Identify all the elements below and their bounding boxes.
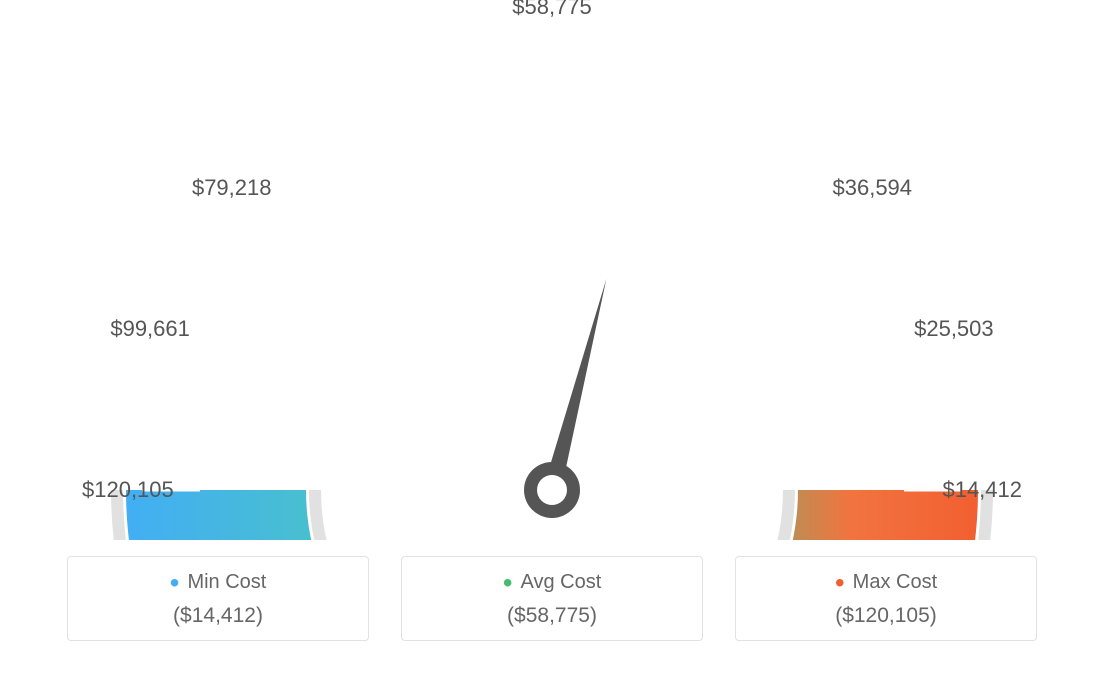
- legend-value: ($120,105): [736, 604, 1036, 628]
- gauge-chart: $14,412 $25,503 $36,594 $58,775 $79,218 $99,6…: [0, 0, 1104, 540]
- gauge-tick: [288, 176, 312, 205]
- gauge-needle: [543, 279, 606, 492]
- legend-value: ($14,412): [68, 604, 368, 628]
- gauge-tick: [347, 135, 376, 185]
- legend-box: •Max Cost($120,105): [735, 556, 1037, 641]
- gauge-tick: [148, 419, 185, 426]
- legend-box: •Min Cost($14,412): [67, 556, 369, 641]
- legend-box: •Avg Cost($58,775): [401, 556, 703, 641]
- gauge-tick: [883, 350, 938, 370]
- legend-dot-icon: •: [503, 567, 513, 598]
- legend-title: •Min Cost: [68, 571, 368, 594]
- gauge-tick: [238, 226, 282, 263]
- legend-row: •Min Cost($14,412)•Avg Cost($58,775)•Max…: [0, 540, 1104, 641]
- gauge-scale-label: $14,412: [942, 477, 1022, 503]
- gauge-tick: [167, 350, 222, 370]
- gauge-tick: [918, 419, 955, 426]
- legend-title-text: Min Cost: [187, 571, 266, 593]
- gauge-tick: [412, 105, 425, 141]
- gauge-tick: [791, 176, 815, 205]
- legend-dot-icon: •: [835, 567, 845, 598]
- legend-title-text: Avg Cost: [521, 571, 602, 593]
- gauge-tick: [728, 135, 757, 185]
- gauge-tick: [679, 105, 692, 141]
- gauge-needle-hub-inner: [537, 475, 567, 505]
- legend-dot-icon: •: [170, 567, 180, 598]
- gauge-tick: [481, 86, 491, 143]
- gauge-scale-label: $120,105: [82, 477, 174, 503]
- gauge-tick: [613, 86, 623, 143]
- legend-value: ($58,775): [402, 604, 702, 628]
- gauge-scale-label: $58,775: [512, 0, 592, 20]
- gauge-scale-label: $79,218: [192, 175, 272, 201]
- gauge-tick: [874, 285, 907, 304]
- legend-title: •Max Cost: [736, 571, 1036, 594]
- gauge-tick: [822, 226, 866, 263]
- gauge-tick: [197, 285, 230, 304]
- legend-title-text: Max Cost: [853, 571, 937, 593]
- legend-title: •Avg Cost: [402, 571, 702, 594]
- gauge-scale-label: $25,503: [914, 316, 994, 342]
- gauge-svg: [0, 0, 1104, 540]
- gauge-scale-label: $36,594: [833, 175, 913, 201]
- gauge-scale-label: $99,661: [110, 316, 190, 342]
